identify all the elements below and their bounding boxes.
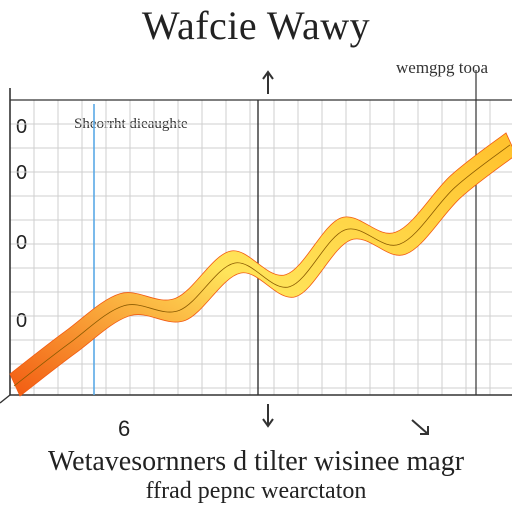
caption-line-2: ffrad pepnc wearctaton [145, 478, 367, 504]
y-tick-label: 0 [16, 116, 28, 138]
wave-series-area [9, 132, 512, 397]
y-tick-label: 0 [16, 232, 28, 254]
wave-series-line [13, 144, 511, 387]
y-tick-label: 0 [16, 310, 28, 332]
axes [0, 70, 512, 435]
data-marks [9, 132, 512, 397]
up-arrow [262, 70, 274, 94]
chart-title: Wafcie Wawy [141, 3, 371, 48]
top-right-annotation: wemgpg tooa [396, 58, 489, 77]
grid-lines [9, 99, 512, 395]
origin-tick [0, 394, 11, 404]
caption-line-1: Wetavesornners d tilter wisinee magr [47, 446, 465, 477]
x-tick-label: 6 [118, 416, 131, 441]
y-tick-label: 0 [16, 162, 28, 184]
down-arrow [262, 404, 274, 428]
diagonal-arrow [411, 419, 429, 435]
